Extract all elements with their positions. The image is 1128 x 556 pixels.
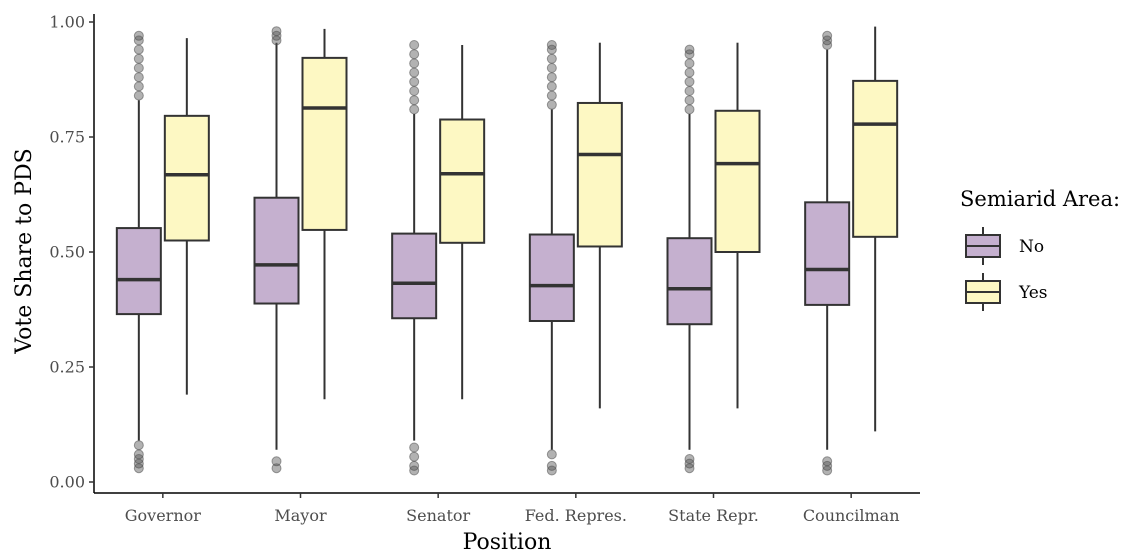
- outlier-point: [133, 90, 144, 101]
- outlier-point: [822, 30, 833, 41]
- box-councilman-no: [804, 30, 851, 476]
- box-governor-no: [115, 30, 162, 474]
- outlier-point: [822, 456, 833, 467]
- outlier-point: [684, 454, 695, 464]
- outlier-point: [271, 26, 282, 37]
- x-tick-label: Councilman: [803, 506, 900, 525]
- x-tick-label: Fed. Repres.: [525, 506, 627, 525]
- box-governor-yes: [163, 38, 210, 395]
- outlier-point: [133, 440, 144, 451]
- outlier-point: [684, 67, 695, 78]
- box-iqr: [576, 101, 623, 248]
- box-iqr: [804, 201, 851, 306]
- outlier-point: [409, 104, 420, 115]
- legend-label: Yes: [1018, 283, 1048, 303]
- box-iqr: [391, 232, 438, 320]
- box-iqr: [714, 109, 761, 253]
- outlier-point: [546, 449, 557, 460]
- outlier-point: [546, 90, 557, 101]
- outlier-point: [409, 67, 420, 78]
- outlier-point: [133, 72, 144, 83]
- outlier-point: [546, 460, 557, 471]
- outlier-point: [409, 442, 420, 453]
- outlier-point: [409, 460, 420, 471]
- outlier-point: [409, 49, 420, 60]
- y-tick-label: 1.00: [49, 13, 85, 32]
- x-tick-label: State Repr.: [668, 506, 759, 525]
- box-councilman-yes: [852, 26, 899, 432]
- box-fed-repres-no: [528, 40, 575, 476]
- outlier-point: [409, 40, 420, 50]
- outlier-point: [684, 58, 695, 69]
- box-iqr: [528, 233, 575, 323]
- outlier-point: [133, 449, 144, 460]
- y-ticks: 0.00 0.25 0.50 0.75 1.00: [49, 13, 94, 492]
- y-axis-title: Vote Share to PDS: [12, 148, 37, 354]
- box-state-repr-yes: [714, 42, 761, 409]
- y-tick-label: 0.75: [49, 128, 85, 147]
- legend-items: No Yes: [965, 227, 1048, 311]
- outlier-point: [271, 456, 282, 467]
- box-iqr: [301, 56, 348, 231]
- outlier-point: [409, 76, 420, 87]
- outlier-point: [546, 40, 557, 50]
- outlier-point: [546, 81, 557, 92]
- box-fed-repres-yes: [576, 42, 623, 409]
- legend: Semiarid Area: No Yes: [960, 187, 1120, 311]
- outlier-point: [546, 72, 557, 83]
- outlier-point: [409, 86, 420, 96]
- box-iqr: [253, 196, 300, 305]
- y-tick-label: 0.50: [49, 243, 85, 262]
- x-ticks: Governor Mayor Senator Fed. Repres. State Re…: [125, 493, 900, 525]
- legend-item-yes: Yes: [965, 273, 1048, 311]
- outlier-point: [684, 104, 695, 115]
- outlier-point: [271, 463, 282, 474]
- box-iqr: [439, 118, 486, 244]
- outlier-point: [133, 81, 144, 92]
- box-senator-no: [391, 40, 438, 476]
- outlier-point: [684, 86, 695, 96]
- legend-item-no: No: [965, 227, 1044, 265]
- outlier-point: [546, 63, 557, 73]
- outlier-point: [133, 63, 144, 73]
- outlier-point: [546, 99, 557, 110]
- outlier-point: [546, 53, 557, 64]
- legend-label: No: [1019, 237, 1044, 257]
- box-senator-yes: [439, 45, 486, 400]
- outlier-point: [684, 95, 695, 106]
- box-iqr: [666, 237, 713, 326]
- x-tick-label: Governor: [125, 506, 202, 525]
- legend-title: Semiarid Area:: [960, 187, 1120, 211]
- y-tick-label: 0.00: [49, 473, 85, 492]
- box-state-repr-no: [666, 44, 713, 474]
- outlier-point: [133, 53, 144, 64]
- box-mayor-no: [253, 26, 300, 474]
- x-tick-label: Mayor: [274, 506, 327, 525]
- outlier-point: [684, 44, 695, 55]
- box-mayor-yes: [301, 28, 348, 400]
- box-iqr: [115, 227, 162, 316]
- outlier-point: [409, 451, 420, 462]
- x-tick-label: Senator: [406, 506, 470, 525]
- outlier-point: [409, 58, 420, 69]
- box-iqr: [852, 79, 899, 238]
- boxes-layer: [115, 26, 899, 476]
- y-tick-label: 0.25: [49, 358, 85, 377]
- outlier-point: [133, 44, 144, 55]
- box-iqr: [163, 114, 210, 242]
- outlier-point: [133, 30, 144, 41]
- outlier-point: [409, 95, 420, 106]
- outlier-point: [684, 76, 695, 87]
- x-axis-title: Position: [463, 530, 552, 555]
